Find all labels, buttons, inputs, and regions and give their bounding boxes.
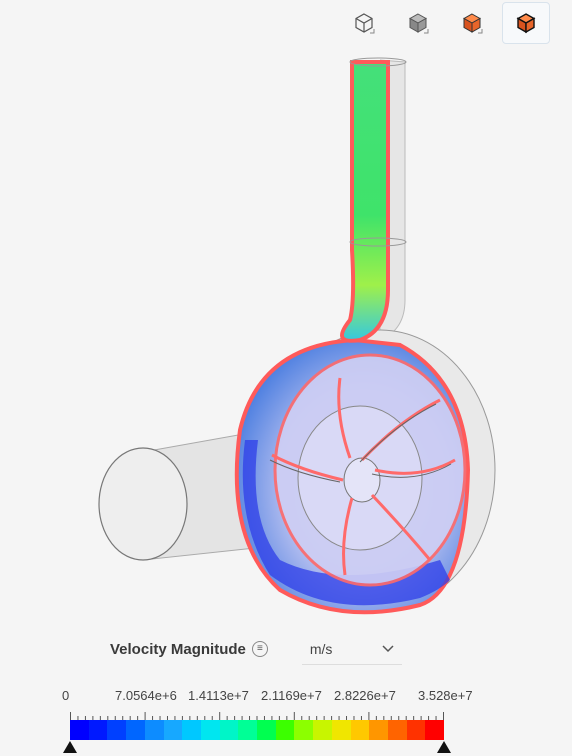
legend-header: Velocity Magnitude ≡ m/s — [110, 632, 410, 666]
color-segment — [163, 720, 183, 740]
unit-dropdown[interactable]: m/s — [301, 633, 402, 665]
color-segment — [257, 720, 276, 740]
legend-title: Velocity Magnitude — [110, 640, 246, 658]
color-segment — [275, 720, 295, 740]
solid-view-button[interactable] — [394, 2, 442, 44]
tick-label: 3.528e+7 — [418, 688, 473, 703]
pump-model — [98, 57, 496, 615]
color-segment — [238, 720, 258, 740]
view-mode-toolbar — [340, 2, 550, 44]
color-segment — [331, 720, 351, 740]
wireframe-cube-icon — [355, 13, 375, 34]
color-segment — [406, 720, 426, 740]
color-segment — [200, 720, 220, 740]
3d-viewport[interactable] — [0, 50, 572, 630]
tick-label: 7.0564e+6 — [115, 688, 177, 703]
color-segment — [425, 720, 445, 740]
surface-cube-icon — [462, 13, 483, 34]
surface-edges-cube-icon — [516, 13, 536, 34]
color-segment — [219, 720, 239, 740]
color-segment — [387, 720, 407, 740]
unit-value: m/s — [309, 640, 333, 657]
color-segment — [88, 720, 108, 740]
color-segment — [294, 720, 314, 740]
surface-view-button[interactable] — [448, 2, 496, 44]
color-segment — [144, 720, 164, 740]
color-segment — [369, 720, 388, 740]
wireframe-view-button[interactable] — [340, 2, 388, 44]
solid-cube-icon — [408, 13, 429, 34]
min-range-handle[interactable] — [63, 741, 77, 753]
color-segment — [350, 720, 370, 740]
color-segment — [313, 720, 332, 740]
tick-label: 0 — [62, 688, 70, 703]
surface-edges-view-button[interactable] — [502, 2, 550, 44]
tick-label: 1.4113e+7 — [188, 688, 249, 703]
color-segment — [182, 720, 201, 740]
max-range-handle[interactable] — [437, 741, 451, 753]
color-segment — [126, 720, 145, 740]
legend-tick-labels: 0 7.0564e+6 1.4113e+7 2.1169e+7 2.8226e+… — [0, 688, 572, 706]
color-scale-bar — [70, 720, 445, 740]
color-segment — [70, 720, 89, 740]
legend-menu-icon[interactable]: ≡ — [251, 641, 268, 657]
tick-label: 2.1169e+7 — [261, 688, 322, 703]
chevron-down-icon — [382, 644, 394, 652]
tick-label: 2.8226e+7 — [334, 688, 396, 703]
color-segment — [107, 720, 127, 740]
